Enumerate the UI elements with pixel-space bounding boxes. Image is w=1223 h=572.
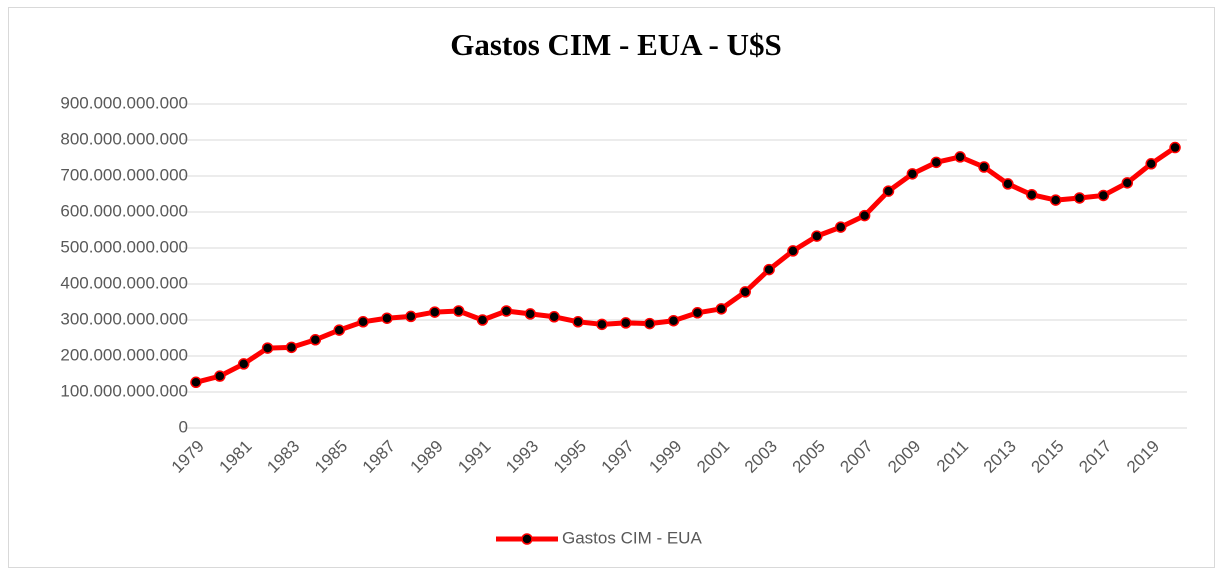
- y-tick-label: 700.000.000.000: [60, 165, 188, 184]
- point: [548, 311, 560, 323]
- y-tick-label: 900.000.000.000: [60, 93, 188, 112]
- point: [954, 151, 966, 163]
- point: [214, 370, 226, 382]
- y-tick-label: 200.000.000.000: [60, 345, 188, 364]
- y-tick-label: 400.000.000.000: [60, 273, 188, 292]
- point: [763, 263, 775, 276]
- point: [405, 310, 417, 323]
- y-tick-label: 600.000.000.000: [60, 201, 188, 220]
- point: [1002, 178, 1014, 190]
- point: [906, 168, 919, 180]
- point: [739, 286, 751, 298]
- point: [1049, 194, 1062, 206]
- point: [1121, 177, 1134, 189]
- point: [1097, 189, 1110, 202]
- point: [500, 305, 513, 317]
- y-tick-label: 800.000.000.000: [60, 129, 188, 148]
- y-tick-label: 500.000.000.000: [60, 237, 188, 256]
- point: [261, 342, 274, 354]
- point: [1169, 141, 1181, 154]
- point: [643, 317, 656, 330]
- point: [1145, 158, 1157, 170]
- point: [787, 245, 799, 257]
- point: [285, 341, 298, 354]
- point: [452, 305, 465, 317]
- point: [858, 209, 871, 222]
- y-tick-label: 0: [179, 417, 188, 436]
- y-tick-label: 300.000.000.000: [60, 309, 188, 328]
- point: [190, 376, 202, 389]
- point: [237, 358, 250, 370]
- y-tick-label: 100.000.000.000: [60, 381, 188, 400]
- point: [691, 307, 704, 319]
- point: [620, 317, 632, 329]
- point: [429, 306, 441, 318]
- point: [357, 316, 369, 328]
- point: [596, 318, 608, 331]
- point: [930, 156, 942, 169]
- point: [1073, 192, 1086, 204]
- point: [476, 314, 489, 326]
- point: [524, 308, 537, 320]
- point: [381, 312, 393, 324]
- point: [572, 316, 584, 328]
- point: [978, 161, 990, 173]
- legend-marker: [521, 533, 533, 545]
- point: [811, 230, 823, 242]
- point: [667, 314, 680, 327]
- chart-frame: [8, 7, 1215, 568]
- point: [834, 221, 847, 233]
- point: [333, 324, 345, 336]
- chart-title: Gastos CIM - EUA - U$S: [450, 27, 782, 62]
- point: [309, 334, 322, 346]
- point: [882, 185, 895, 197]
- legend-label: Gastos CIM - EUA: [562, 528, 702, 547]
- point: [715, 303, 728, 315]
- point: [1026, 188, 1038, 201]
